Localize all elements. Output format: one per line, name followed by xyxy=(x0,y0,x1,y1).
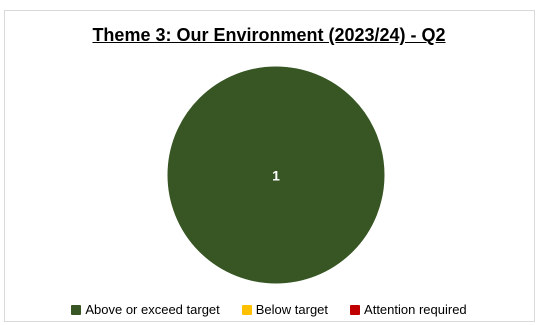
legend-label-below: Below target xyxy=(255,302,329,317)
slice-above xyxy=(166,65,386,285)
chart-title: Theme 3: Our Environment (2023/24) - Q2 xyxy=(92,25,446,45)
data-label-above: 1 xyxy=(272,168,280,184)
legend-swatch-below xyxy=(241,304,252,315)
pie-data-labels: 1 xyxy=(272,168,280,184)
legend-item-above: Above or exceed target xyxy=(71,302,220,317)
legend-swatch-above xyxy=(71,304,82,315)
legend-item-below: Below target xyxy=(241,302,329,317)
pie-chart: 1 xyxy=(166,65,386,285)
legend-label-above: Above or exceed target xyxy=(85,302,220,317)
legend-swatch-attention xyxy=(350,304,361,315)
pie-slices xyxy=(166,65,386,285)
legend: Above or exceed target Below target Atte… xyxy=(0,302,538,317)
legend-label-attention: Attention required xyxy=(364,302,467,317)
legend-item-attention: Attention required xyxy=(350,302,467,317)
